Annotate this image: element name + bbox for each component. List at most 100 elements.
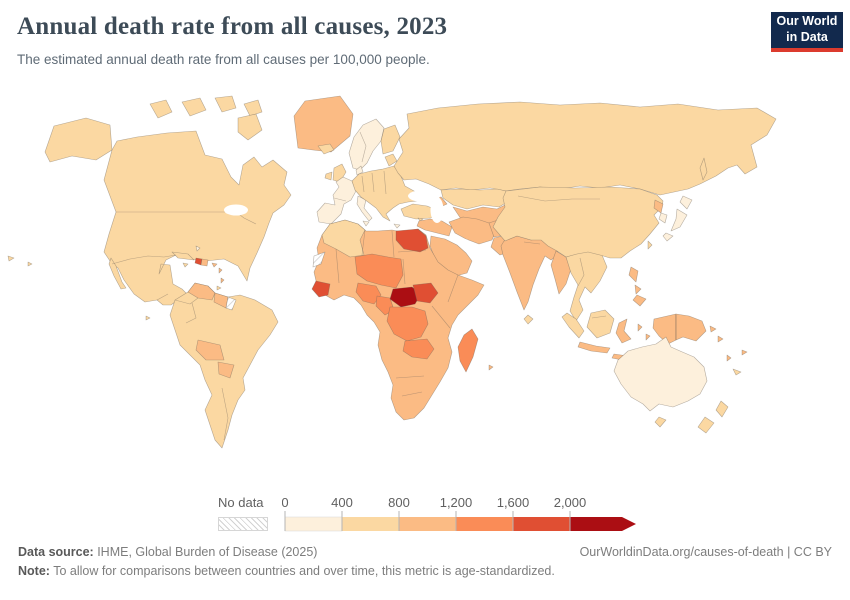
region-baffin-island[interactable] bbox=[237, 113, 263, 141]
region-galapagos[interactable] bbox=[145, 315, 151, 321]
legend-tick-label-0: 0 bbox=[282, 495, 289, 510]
owid-citation-link[interactable]: OurWorldinData.org/causes-of-death | CC … bbox=[579, 545, 832, 559]
legend-tick-label-800: 800 bbox=[388, 495, 410, 510]
region-western-sahara[interactable] bbox=[312, 251, 326, 268]
region-crete[interactable] bbox=[393, 223, 401, 229]
region-china[interactable] bbox=[492, 186, 664, 259]
region-south-sudan[interactable] bbox=[412, 282, 439, 304]
region-guinea[interactable] bbox=[311, 280, 331, 298]
region-hawaii[interactable] bbox=[7, 255, 15, 262]
region-north-america[interactable] bbox=[103, 130, 292, 306]
region-arctic-island[interactable] bbox=[243, 99, 263, 117]
region-philippines-mindanao[interactable] bbox=[632, 294, 647, 307]
region-finland[interactable] bbox=[380, 124, 401, 155]
region-zambia[interactable] bbox=[402, 338, 435, 360]
region-russia[interactable] bbox=[393, 101, 777, 196]
legend-bin-2[interactable] bbox=[342, 517, 399, 531]
region-java[interactable] bbox=[577, 341, 611, 354]
region-alaska[interactable] bbox=[44, 117, 113, 163]
region-new-britain[interactable] bbox=[709, 325, 717, 333]
region-madagascar[interactable] bbox=[457, 328, 479, 373]
legend-bin-4[interactable] bbox=[456, 517, 513, 531]
data-source: Data source: IHME, Global Burden of Dise… bbox=[18, 543, 317, 562]
owid-logo[interactable]: Our World in Data bbox=[771, 12, 843, 52]
region-bolivia[interactable] bbox=[195, 339, 225, 361]
legend-bin-3[interactable] bbox=[399, 517, 456, 531]
region-egypt[interactable] bbox=[395, 228, 429, 253]
legend-bin-6-arrow[interactable] bbox=[570, 517, 636, 531]
region-kazakhstan[interactable] bbox=[440, 188, 510, 210]
legend-tick-label-1200: 1,200 bbox=[440, 495, 473, 510]
region-french-guiana[interactable] bbox=[225, 296, 237, 311]
region-lesser-antilles[interactable] bbox=[220, 277, 225, 284]
region-italy[interactable] bbox=[356, 195, 373, 222]
region-scandinavia[interactable] bbox=[348, 118, 385, 171]
region-baja-california[interactable] bbox=[108, 257, 127, 290]
region-central-african-republic[interactable] bbox=[389, 286, 422, 308]
world-choropleth-map bbox=[7, 95, 777, 449]
region-japan-hokkaido[interactable] bbox=[679, 195, 693, 210]
region-solomon-islands[interactable] bbox=[717, 335, 724, 343]
region-maghreb[interactable] bbox=[321, 219, 366, 258]
legend-bin-5[interactable] bbox=[513, 517, 570, 531]
region-mauritius[interactable] bbox=[488, 364, 494, 371]
region-drc[interactable] bbox=[386, 306, 429, 342]
map-legend: No data 0 400 800 1,200 1,600 2,000 bbox=[218, 494, 644, 534]
region-philippines-luzon[interactable] bbox=[628, 266, 639, 283]
region-sakhalin[interactable] bbox=[699, 157, 708, 181]
country-borders bbox=[111, 131, 677, 441]
owid-logo-line2: in Data bbox=[786, 30, 828, 44]
region-dominican-republic[interactable] bbox=[200, 258, 209, 267]
region-vanuatu[interactable] bbox=[726, 354, 732, 362]
region-sri-lanka[interactable] bbox=[523, 314, 534, 325]
region-niger-chad[interactable] bbox=[354, 253, 404, 289]
region-ireland[interactable] bbox=[324, 171, 333, 181]
region-australia[interactable] bbox=[613, 336, 708, 412]
legend-no-data: No data bbox=[218, 495, 268, 531]
region-arctic-island[interactable] bbox=[149, 99, 173, 119]
region-papua-new-guinea[interactable] bbox=[675, 313, 707, 342]
region-iceland[interactable] bbox=[317, 143, 335, 155]
region-arctic-island[interactable] bbox=[214, 95, 237, 113]
region-new-zealand-north[interactable] bbox=[715, 400, 729, 418]
caspian-sea bbox=[430, 197, 444, 223]
region-central-europe[interactable] bbox=[351, 165, 422, 222]
region-taiwan[interactable] bbox=[647, 240, 653, 250]
region-borneo[interactable] bbox=[586, 309, 615, 339]
region-new-caledonia[interactable] bbox=[732, 368, 742, 376]
region-pacific-island[interactable] bbox=[27, 261, 33, 267]
region-south-korea[interactable] bbox=[658, 212, 668, 224]
legend-tick-label-2000: 2,000 bbox=[554, 495, 587, 510]
region-paraguay[interactable] bbox=[217, 361, 235, 379]
region-moluccas[interactable] bbox=[637, 323, 643, 332]
region-sumatra[interactable] bbox=[561, 312, 585, 339]
region-bahamas[interactable] bbox=[195, 245, 201, 252]
page-title: Annual death rate from all causes, 2023 bbox=[17, 13, 448, 40]
legend-tick-label-1600: 1,600 bbox=[497, 495, 530, 510]
region-tasmania[interactable] bbox=[654, 416, 667, 428]
region-jamaica[interactable] bbox=[182, 262, 189, 268]
region-sicily[interactable] bbox=[362, 220, 370, 227]
region-puerto-rico[interactable] bbox=[211, 262, 218, 268]
region-nigeria[interactable] bbox=[355, 282, 382, 305]
region-japan-honshu[interactable] bbox=[670, 208, 688, 232]
region-cuba[interactable] bbox=[171, 251, 195, 261]
region-sulawesi[interactable] bbox=[615, 318, 632, 344]
no-data-swatch[interactable] bbox=[218, 517, 268, 531]
region-greenland[interactable] bbox=[293, 95, 354, 153]
region-western-europe[interactable] bbox=[316, 176, 357, 225]
region-venezuela[interactable] bbox=[187, 282, 216, 301]
black-sea bbox=[408, 190, 440, 202]
region-indochina[interactable] bbox=[565, 250, 608, 322]
region-trinidad[interactable] bbox=[216, 285, 222, 291]
region-new-zealand-south[interactable] bbox=[697, 416, 715, 434]
legend-bin-1[interactable] bbox=[284, 516, 343, 532]
region-cyprus[interactable] bbox=[417, 217, 424, 222]
region-fiji[interactable] bbox=[741, 349, 748, 356]
region-japan-kyushu[interactable] bbox=[662, 232, 674, 242]
region-lesser-antilles[interactable] bbox=[218, 267, 223, 274]
region-denmark[interactable] bbox=[355, 165, 364, 176]
region-arctic-island[interactable] bbox=[181, 97, 207, 117]
region-philippines-visayas[interactable] bbox=[634, 284, 642, 295]
region-moluccas[interactable] bbox=[645, 333, 651, 341]
